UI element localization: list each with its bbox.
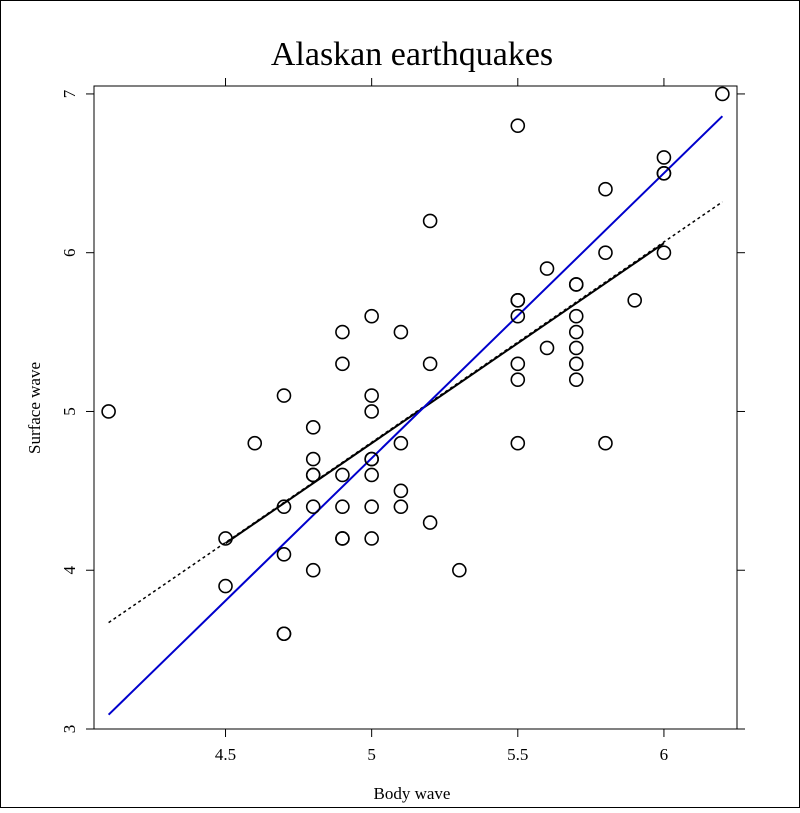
data-point xyxy=(422,356,438,372)
y-axis-label: Surface wave xyxy=(25,362,44,454)
data-point xyxy=(510,293,526,308)
chart-title: Alaskan earthquakes xyxy=(271,36,553,73)
fit-line-3 xyxy=(107,115,724,716)
data-point xyxy=(305,562,321,578)
y-tick-label: 7 xyxy=(60,89,79,98)
data-point xyxy=(598,435,613,451)
plot-area-frame xyxy=(93,85,738,730)
data-points xyxy=(101,86,730,642)
x-tick-label: 5 xyxy=(367,745,376,764)
y-tick-label: 5 xyxy=(60,407,79,416)
data-point xyxy=(452,562,467,578)
data-point xyxy=(568,324,584,340)
data-point xyxy=(276,388,292,403)
data-point xyxy=(656,150,672,165)
x-tick-label: 4.5 xyxy=(215,745,236,764)
data-point xyxy=(422,213,438,229)
data-point xyxy=(247,435,263,451)
data-point xyxy=(568,372,584,388)
data-point xyxy=(568,277,584,292)
data-point xyxy=(656,166,672,181)
data-point xyxy=(715,86,730,102)
data-point xyxy=(393,499,409,515)
fit-lines xyxy=(107,115,724,716)
fit-line-2 xyxy=(224,242,665,545)
y-axis: 3 4 5 6 7 xyxy=(60,89,745,733)
data-point xyxy=(364,499,379,515)
data-point xyxy=(598,245,613,261)
data-point xyxy=(101,404,116,419)
data-point xyxy=(276,499,292,515)
data-point xyxy=(364,388,379,403)
data-point xyxy=(364,451,379,467)
y-tick-label: 4 xyxy=(60,565,79,574)
data-point xyxy=(305,451,321,467)
data-point xyxy=(335,324,350,340)
data-point xyxy=(510,308,526,324)
data-point xyxy=(276,626,292,642)
data-point xyxy=(510,372,526,388)
data-point xyxy=(627,293,643,308)
y-tick-label: 3 xyxy=(60,725,79,734)
x-tick-label: 6 xyxy=(660,745,669,764)
data-point xyxy=(364,404,379,419)
data-point xyxy=(364,467,379,483)
data-point xyxy=(510,118,526,133)
data-point xyxy=(305,467,321,483)
data-point xyxy=(539,340,555,356)
data-point xyxy=(218,531,233,546)
data-point xyxy=(568,308,584,324)
x-axis-label: Body wave xyxy=(374,784,451,803)
data-point xyxy=(335,356,350,372)
data-point xyxy=(364,308,379,324)
data-point xyxy=(335,531,350,546)
data-point xyxy=(335,467,350,483)
y-tick-label: 6 xyxy=(60,248,79,257)
x-tick-label: 5.5 xyxy=(507,745,528,764)
data-point xyxy=(510,435,526,451)
data-point xyxy=(598,181,613,197)
data-point xyxy=(393,483,409,499)
data-point xyxy=(364,531,379,546)
data-point xyxy=(335,499,350,515)
data-point xyxy=(422,515,438,530)
data-point xyxy=(510,356,526,372)
data-point xyxy=(656,245,672,261)
data-point xyxy=(393,435,409,451)
data-point xyxy=(568,356,584,372)
data-point xyxy=(393,324,409,340)
data-point xyxy=(568,340,584,356)
x-axis: 4.5 5 5.5 6 xyxy=(215,78,668,764)
data-point xyxy=(305,499,321,515)
data-point xyxy=(539,261,555,276)
data-point xyxy=(276,547,292,562)
data-point xyxy=(218,578,233,594)
data-point xyxy=(305,420,321,435)
